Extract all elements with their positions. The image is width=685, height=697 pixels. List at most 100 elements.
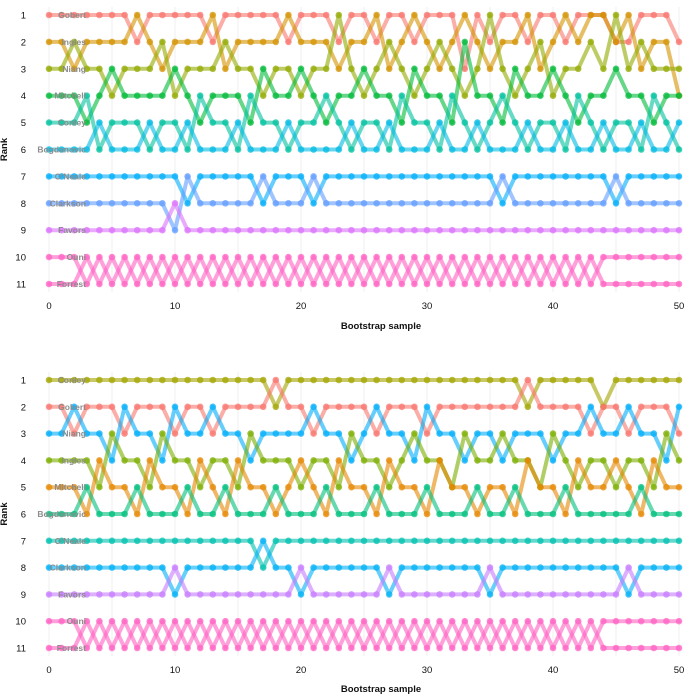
data-point xyxy=(436,537,443,545)
data-point xyxy=(511,510,519,518)
data-point xyxy=(184,537,191,545)
data-point xyxy=(549,226,557,234)
data-point xyxy=(184,457,191,464)
data-point xyxy=(234,226,242,234)
data-point xyxy=(537,146,544,153)
data-point xyxy=(625,65,632,73)
data-point xyxy=(335,591,343,598)
data-point xyxy=(549,92,557,99)
x-tick-label: 50 xyxy=(674,301,685,312)
data-point xyxy=(335,457,343,464)
data-point xyxy=(511,226,519,234)
data-point xyxy=(335,253,343,261)
data-point xyxy=(335,65,343,73)
data-point xyxy=(486,11,494,19)
data-point xyxy=(360,173,368,180)
data-point xyxy=(486,200,494,207)
data-point xyxy=(385,173,393,180)
data-point xyxy=(423,173,431,180)
data-point xyxy=(348,483,355,491)
data-point xyxy=(587,146,595,153)
player-label: Ingles xyxy=(61,37,86,47)
data-point xyxy=(121,644,128,652)
data-point xyxy=(259,11,267,19)
data-point xyxy=(574,457,582,464)
data-point xyxy=(285,537,292,545)
data-point xyxy=(121,38,128,46)
data-point xyxy=(587,430,595,437)
data-point xyxy=(335,146,343,153)
data-point xyxy=(385,591,393,598)
data-point xyxy=(45,644,53,652)
data-point xyxy=(650,253,658,261)
data-point xyxy=(121,591,128,598)
data-point xyxy=(600,280,607,288)
data-point xyxy=(259,644,267,652)
data-point xyxy=(70,253,78,261)
data-point xyxy=(499,591,506,598)
data-point xyxy=(423,92,431,99)
data-point xyxy=(448,65,456,73)
data-point xyxy=(436,173,443,180)
data-point xyxy=(348,253,355,261)
data-point xyxy=(83,253,91,261)
data-point xyxy=(159,226,166,234)
data-point xyxy=(335,510,343,518)
data-point xyxy=(108,537,116,545)
chart-panel-1: 0 10 20 30 40 50 1 2 3 4 5 6 7 8 9 10 11 Bootstrap sample… xyxy=(0,7,684,332)
data-point xyxy=(562,200,569,207)
data-point xyxy=(524,457,532,464)
data-point xyxy=(272,564,280,571)
data-point xyxy=(675,146,683,153)
data-point xyxy=(83,173,91,180)
x-tick-label: 20 xyxy=(296,301,307,312)
data-point xyxy=(171,457,179,464)
data-point xyxy=(562,457,569,464)
data-point xyxy=(524,146,532,153)
data-point xyxy=(398,483,406,491)
data-point xyxy=(499,376,506,384)
data-point xyxy=(524,92,532,99)
data-point xyxy=(600,200,607,207)
data-point xyxy=(96,119,103,126)
data-point xyxy=(196,38,204,46)
data-point xyxy=(121,510,128,518)
data-point xyxy=(222,644,229,652)
data-point xyxy=(385,376,393,384)
data-point xyxy=(297,430,305,437)
data-point xyxy=(108,457,116,464)
y-tick-label: 5 xyxy=(21,118,26,129)
data-point xyxy=(574,564,582,571)
data-point xyxy=(562,38,569,46)
data-point xyxy=(385,38,393,46)
data-point xyxy=(146,430,154,437)
data-point xyxy=(297,403,305,411)
data-point xyxy=(663,280,670,288)
data-point xyxy=(373,173,380,180)
data-point xyxy=(373,644,380,652)
data-point xyxy=(650,280,658,288)
data-point xyxy=(45,280,53,288)
data-point xyxy=(637,65,645,73)
data-point xyxy=(133,226,141,234)
data-point xyxy=(385,119,393,126)
data-point xyxy=(285,119,292,126)
data-point xyxy=(562,146,569,153)
data-point xyxy=(159,38,166,46)
data-point xyxy=(574,510,582,518)
data-point xyxy=(549,146,557,153)
data-point xyxy=(184,430,191,437)
data-point xyxy=(448,483,456,491)
data-point xyxy=(499,430,506,437)
data-point xyxy=(159,564,166,571)
data-point xyxy=(259,253,267,261)
player-label: Bogdanovic xyxy=(37,145,86,155)
data-point xyxy=(209,173,217,180)
data-point xyxy=(146,537,154,545)
data-point xyxy=(625,92,632,99)
data-point xyxy=(562,564,569,571)
data-point xyxy=(297,564,305,571)
data-point xyxy=(385,65,393,73)
data-point xyxy=(259,591,267,598)
data-point xyxy=(600,483,607,491)
